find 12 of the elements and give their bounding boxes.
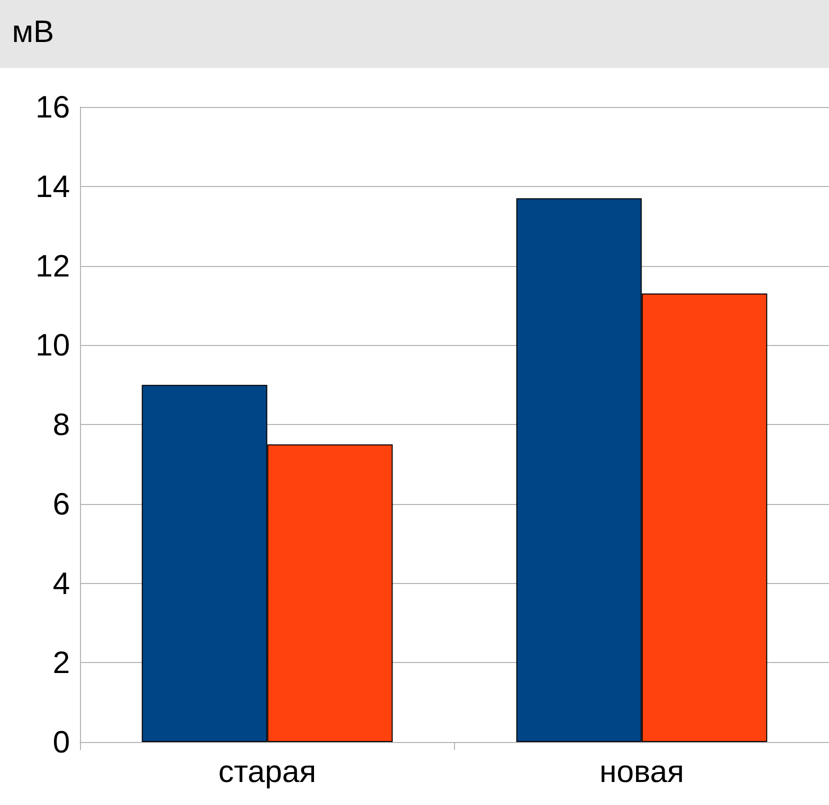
y-tick-label: 0 — [52, 724, 70, 760]
y-tick-label: 10 — [36, 328, 70, 363]
y-tick-label: 16 — [36, 90, 70, 124]
y-tick-label: 6 — [52, 486, 70, 522]
y-tick-label: 12 — [36, 248, 70, 284]
y-axis-title: мВ — [12, 14, 54, 50]
y-tick-label: 2 — [52, 645, 70, 680]
y-tick-label: 8 — [52, 407, 70, 442]
x-tick-label: новая — [599, 754, 684, 789]
y-tick-label: 4 — [52, 566, 70, 601]
x-tick-label: старая — [218, 754, 316, 789]
y-tick-label: 14 — [36, 168, 70, 204]
